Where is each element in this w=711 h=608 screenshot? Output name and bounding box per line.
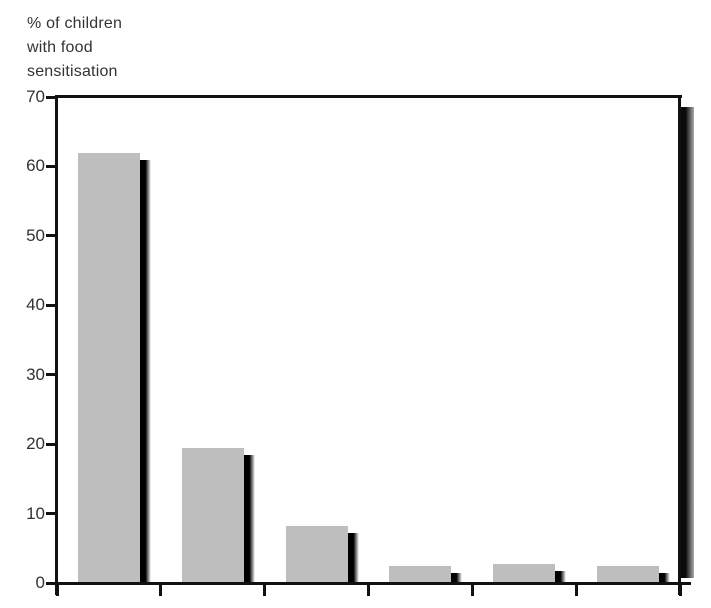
bar	[285, 526, 348, 583]
bar	[389, 566, 452, 583]
y-tick-label: 10	[26, 503, 45, 523]
bar-shadow	[347, 533, 359, 583]
bar	[181, 447, 244, 583]
x-tick	[55, 584, 59, 596]
y-tick-label: 0	[35, 573, 45, 592]
bar-shadow	[451, 573, 463, 583]
y-axis-line	[55, 95, 58, 595]
bar	[597, 566, 660, 583]
bar-shadow	[243, 454, 255, 583]
y-tick	[46, 581, 57, 585]
y-tick-label: 40	[26, 295, 45, 315]
y-tick	[46, 512, 57, 516]
plot-right-border	[678, 95, 681, 595]
y-tick-label: 60	[26, 156, 45, 176]
y-tick-label: 50	[26, 225, 45, 245]
x-tick	[159, 584, 163, 596]
y-axis-title-line-3: sensitisation	[27, 63, 118, 80]
y-tick	[46, 303, 57, 307]
y-tick	[46, 95, 57, 99]
y-axis-title: % of children with food sensitisation	[27, 12, 122, 84]
y-tick	[46, 373, 57, 377]
y-tick-label: 70	[26, 87, 45, 106]
bar-shadow	[659, 573, 671, 583]
bar	[493, 564, 556, 583]
x-axis-line	[55, 582, 691, 585]
y-tick	[46, 442, 57, 446]
x-tick	[263, 584, 267, 596]
x-tick	[470, 584, 474, 596]
y-axis-title-line-2: with food	[27, 39, 93, 56]
y-axis-title-line-1: % of children	[27, 15, 123, 32]
plot-top-border	[55, 95, 682, 98]
x-tick	[574, 584, 578, 596]
y-tick	[46, 164, 57, 168]
bar-shadow	[139, 159, 151, 583]
plot-right-shadow-panel	[681, 107, 694, 578]
y-tick-label: 20	[26, 434, 45, 454]
bar-shadow	[555, 571, 567, 583]
bar	[77, 152, 140, 583]
x-tick	[678, 584, 682, 596]
y-tick-label: 30	[26, 364, 45, 384]
x-tick	[367, 584, 370, 596]
y-tick	[46, 234, 57, 238]
